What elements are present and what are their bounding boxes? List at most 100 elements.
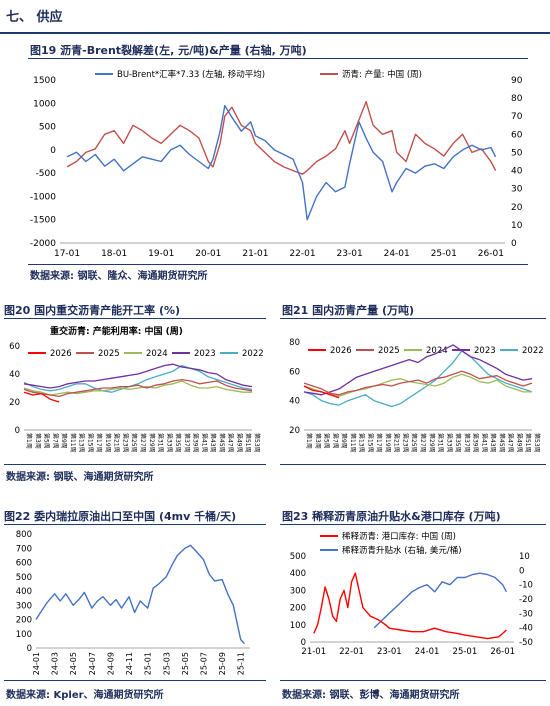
fig22-x-tick: 25-09 — [218, 652, 227, 675]
fig19-y-left-tick: 1500 — [33, 76, 56, 86]
fig21-x-tick: 第27周 — [419, 433, 427, 453]
fig23-x-tick: 25-01 — [453, 647, 478, 657]
fig20-x-tick: 第25周 — [130, 433, 138, 453]
fig22-source: 数据来源: Kpler、海通期货研究所 — [6, 690, 164, 701]
fig21-series-2022 — [303, 350, 533, 408]
fig22-series-venezuela-exports — [35, 544, 245, 645]
fig19-y-left-tick: -2000 — [30, 239, 56, 249]
fig21-x-tick: 第33周 — [445, 433, 453, 453]
fig19-bottom-rule — [28, 264, 528, 265]
fig21-title: 图21 国内沥青产量 (万吨) — [282, 304, 415, 317]
fig20-x-tick: 第39周 — [192, 433, 200, 453]
fig21-y-tick: 60 — [289, 367, 300, 377]
fig19-y-left-tick: 500 — [39, 123, 56, 133]
fig20-chart: 重交沥青: 产能利用率: 中国 (周) 2026 2025 2024 2023 2022… — [9, 325, 264, 453]
fig21-x-tick: 第9周 — [340, 433, 348, 449]
fig19-chart: BU-Brent*汇率*7.33 (左轴, 移动平均) 沥青: 产量: 中国 (周… — [30, 69, 523, 259]
fig19-x-tick: 17-01 — [54, 249, 80, 259]
fig19-y-left-tick: -500 — [36, 169, 57, 179]
fig22-y-tick: 400 — [16, 587, 32, 597]
fig22-chart: 0 100 200 300 400 500 600 700 800 24-01 24-03 24-05… — [16, 530, 250, 675]
fig23-legend: 稀释沥青: 港口库存: 中国 (周) 稀释沥青升贴水 (右轴, 美元/桶) — [320, 531, 462, 556]
fig20-source: 数据来源: 钢联、海通期货研究所 — [6, 472, 154, 483]
fig20-legend-2024-label: 2024 — [146, 349, 168, 359]
fig20-x-tick: 第23周 — [121, 433, 129, 453]
fig20-x-tick: 第11周 — [69, 433, 77, 453]
fig21-x-tick: 第29周 — [428, 433, 436, 453]
fig20-chart-title: 重交沥青: 产能利用率: 中国 (周) — [50, 325, 183, 337]
fig21-x-tick: 第5周 — [323, 433, 331, 449]
fig21-x-tick: 第17周 — [375, 433, 383, 453]
fig20-lines — [23, 363, 253, 403]
fig20-x-tick: 第31周 — [157, 433, 165, 453]
fig21-x-tick: 第31周 — [437, 433, 445, 453]
fig21-x-tick: 第3周 — [314, 433, 322, 449]
fig21-x-tick: 第13周 — [358, 433, 366, 453]
fig22-y-tick: 300 — [16, 601, 32, 611]
fig22-y-tick: 600 — [16, 559, 32, 569]
fig23-legend-port-stock-label: 稀释沥青: 港口库存: 中国 (周) — [342, 531, 456, 542]
fig19-legend: BU-Brent*汇率*7.33 (左轴, 移动平均) 沥青: 产量: 中国 (周… — [95, 69, 422, 80]
fig20-x-tick: 第43周 — [209, 433, 217, 453]
fig20-x-tick: 第9周 — [60, 433, 68, 449]
fig20-x-tick: 第5周 — [43, 433, 51, 449]
fig23-y-right-tick: -20 — [519, 595, 533, 605]
fig21-x-tick: 第25周 — [410, 433, 418, 453]
fig22-x-tick: 25-01 — [144, 652, 153, 675]
fig19-y-right-tick: 30 — [511, 185, 523, 195]
fig20-x-tick: 第15周 — [86, 433, 94, 453]
fig19-x-tick: 22-01 — [289, 249, 315, 259]
fig20-series-2024 — [23, 380, 252, 396]
fig19-y-left-tick: -1500 — [30, 216, 56, 226]
fig22-y-tick: 500 — [16, 573, 32, 583]
fig23-y-right-tick: -10 — [519, 581, 533, 591]
fig21-x-tick: 第39周 — [472, 433, 480, 453]
fig20-series-2023 — [23, 363, 253, 389]
fig23-axes: 0 100 200 300 400 500 -50 -40 -30 -20 -10 0 10 21-01 2… — [290, 552, 533, 657]
fig20-y-tick: 0 — [15, 426, 20, 436]
fig20-x-tick: 第51周 — [244, 433, 252, 453]
fig19-y-right-tick: 80 — [511, 94, 523, 104]
fig21-title-rule — [280, 318, 546, 319]
fig19-y-right-tick: 70 — [511, 112, 523, 122]
fig19-y-right-tick: 10 — [511, 221, 523, 231]
fig22-x-tick: 24-05 — [69, 652, 78, 675]
fig21-x-tick: 第7周 — [331, 433, 339, 449]
fig21-legend-2022-label: 2022 — [522, 346, 544, 356]
fig21-x-tick: 第11周 — [349, 433, 357, 453]
fig19-y-right-tick: 0 — [511, 239, 517, 249]
fig20-series-2025 — [23, 378, 253, 398]
fig21-x-tick: 第45周 — [498, 433, 506, 453]
fig21-axes: 20406080第1周 第3周 第5周 第7周 第9周 第11周 第13周 第15周 第17周第… — [289, 338, 541, 453]
fig20-y-tick: 40 — [9, 370, 20, 380]
fig20-legend-2025-label: 2025 — [98, 349, 120, 359]
fig19-legend-output-label: 沥青: 产量: 中国 (周) — [342, 69, 422, 80]
fig22-y-tick: 700 — [16, 544, 32, 554]
fig20-series-2026 — [23, 391, 60, 403]
fig21-x-tick: 第35周 — [454, 433, 462, 453]
fig23-x-tick: 22-01 — [339, 647, 364, 657]
fig19-x-tick: 18-01 — [101, 249, 127, 259]
fig23-source: 数据来源: 钢联、彭博、海通期货研究所 — [282, 690, 460, 701]
fig23-y-right-tick: -40 — [519, 624, 533, 634]
fig22-title-rule — [4, 524, 266, 525]
fig22-lines — [35, 544, 245, 645]
fig22-x-tick: 24-07 — [88, 652, 97, 675]
fig20-x-tick: 第47周 — [227, 433, 235, 453]
fig19-series-output — [66, 101, 497, 175]
fig22-x-tick: 25-05 — [181, 652, 190, 675]
fig23-x-tick: 26-01 — [490, 647, 515, 657]
fig22-y-tick: 100 — [16, 630, 32, 640]
fig22-axes: 0 100 200 300 400 500 600 700 800 24-01 24-03 24-05… — [16, 530, 250, 675]
fig20-legend-2022-label: 2022 — [242, 349, 264, 359]
fig19-axes: -2000 -1500 -1000 -500 0 500 1000 1500 0 10 20 30 40… — [30, 76, 523, 259]
fig21-x-tick: 第15周 — [366, 433, 374, 453]
fig21-x-tick: 第41周 — [480, 433, 488, 453]
fig23-x-tick: 21-01 — [301, 647, 326, 657]
fig19-y-right-tick: 90 — [511, 76, 523, 86]
fig21-chart: 2026 2025 2024 2023 2022 20 40 60 80 第1周 第3周 第5周 第7… — [289, 338, 544, 453]
fig22-y-tick: 200 — [16, 616, 32, 626]
fig21-x-tick: 第19周 — [384, 433, 392, 453]
fig19-source: 数据来源: 钢联、隆众、海通期货研究所 — [30, 271, 208, 282]
fig21-series-2023 — [303, 344, 533, 396]
